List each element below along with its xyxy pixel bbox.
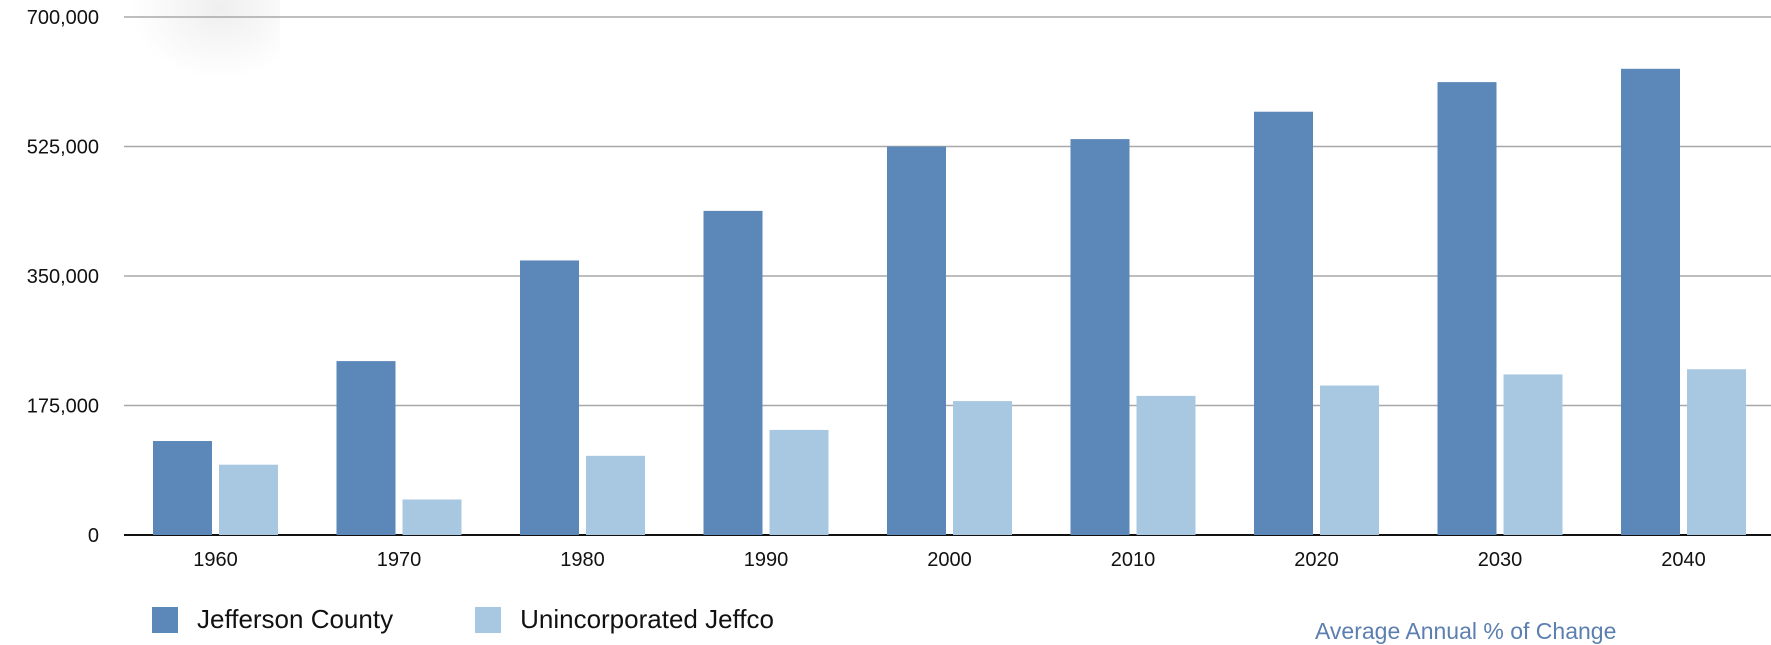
x-tick-label: 2040	[1661, 549, 1706, 571]
y-tick-label: 700,000	[27, 7, 99, 29]
legend-label-jefferson-county: Jefferson County	[197, 604, 394, 634]
x-tick-label: 1990	[744, 549, 789, 571]
bar-unincorporated-jeffco-2030	[1503, 374, 1563, 535]
bar-jefferson-county-1970	[336, 361, 396, 535]
bar-jefferson-county-2030	[1437, 82, 1497, 536]
x-tick-label: 1970	[377, 549, 422, 571]
x-tick-label: 2010	[1111, 549, 1156, 571]
legend-item-unincorporated-jeffco: Unincorporated Jeffco	[475, 604, 774, 635]
bar-jefferson-county-2020	[1254, 111, 1313, 535]
footnote-average-annual-change: Average Annual % of Change	[1315, 618, 1617, 644]
x-tick-label: 2000	[927, 549, 972, 571]
bar-unincorporated-jeffco-1960	[219, 464, 278, 535]
legend-item-jefferson-county: Jefferson County	[152, 604, 393, 635]
y-tick-label: 525,000	[27, 137, 99, 159]
bar-unincorporated-jeffco-2040	[1687, 369, 1746, 535]
bar-jefferson-county-2000	[887, 146, 946, 535]
legend-swatch-jefferson-county	[152, 606, 178, 633]
bar-jefferson-county-1990	[703, 210, 763, 535]
bar-jefferson-county-2010	[1070, 139, 1130, 535]
bar-jefferson-county-1980	[520, 260, 579, 535]
y-tick-label: 175,000	[27, 396, 99, 418]
bar-unincorporated-jeffco-2010	[1136, 395, 1196, 535]
x-tick-label: 2030	[1478, 549, 1523, 571]
bar-unincorporated-jeffco-1970	[402, 499, 462, 535]
bar-jefferson-county-2040	[1621, 68, 1680, 536]
y-tick-labels: 0 175,000 350,000 525,000 700,000	[27, 7, 99, 547]
legend-label-unincorporated-jeffco: Unincorporated Jeffco	[520, 604, 774, 634]
x-tick-label: 2020	[1294, 549, 1339, 571]
bar-unincorporated-jeffco-2020	[1320, 385, 1379, 535]
x-tick-label: 1960	[193, 549, 238, 571]
bar-unincorporated-jeffco-1990	[769, 429, 829, 535]
legend-swatch-unincorporated-jeffco	[475, 606, 502, 633]
bar-jefferson-county-1960	[153, 441, 212, 535]
y-tick-label: 0	[88, 525, 99, 547]
legend: Jefferson County Unincorporated Jeffco	[152, 604, 856, 635]
bar-unincorporated-jeffco-1980	[586, 455, 645, 535]
x-tick-labels: 1960 1970 1980 1990 2000 2010 2020 2030 2040	[193, 549, 1706, 571]
x-tick-label: 1980	[560, 549, 605, 571]
bars	[153, 68, 1746, 536]
bar-unincorporated-jeffco-2000	[953, 401, 1012, 535]
y-tick-label: 350,000	[27, 266, 99, 288]
